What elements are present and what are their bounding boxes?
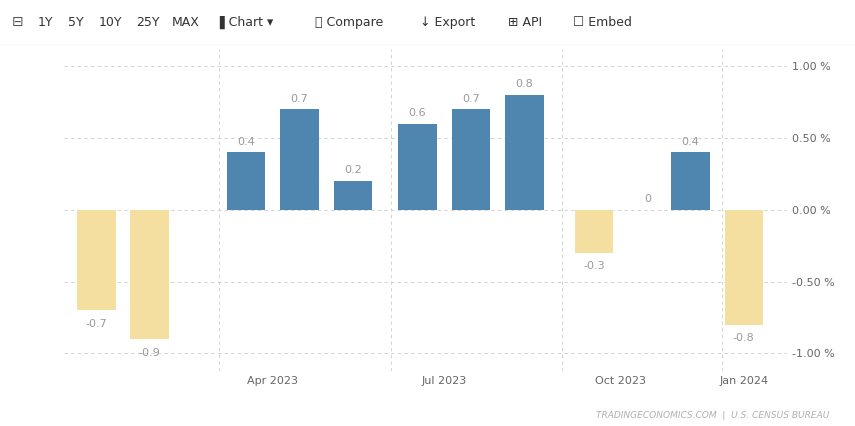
Text: ↓ Export: ↓ Export bbox=[420, 16, 475, 29]
Text: 0.4: 0.4 bbox=[237, 137, 255, 147]
Text: 25Y: 25Y bbox=[136, 16, 160, 29]
Bar bbox=[505, 95, 544, 210]
Text: -0.3: -0.3 bbox=[583, 262, 604, 271]
Text: 0: 0 bbox=[644, 194, 651, 204]
Bar bbox=[131, 210, 169, 339]
Text: 0.8: 0.8 bbox=[516, 79, 534, 89]
Text: ⊞ API: ⊞ API bbox=[508, 16, 542, 29]
Text: 1Y: 1Y bbox=[38, 16, 54, 29]
Text: 10Y: 10Y bbox=[99, 16, 122, 29]
Bar bbox=[451, 109, 490, 210]
Bar bbox=[77, 210, 115, 310]
Text: TRADINGECONOMICS.COM  |  U.S. CENSUS BUREAU: TRADINGECONOMICS.COM | U.S. CENSUS BUREA… bbox=[596, 411, 829, 420]
Text: ▐ Chart ▾: ▐ Chart ▾ bbox=[215, 16, 274, 29]
Bar bbox=[227, 153, 265, 210]
Bar bbox=[280, 109, 319, 210]
Bar bbox=[333, 181, 373, 210]
Bar bbox=[724, 210, 763, 325]
Text: 0.7: 0.7 bbox=[462, 94, 480, 104]
Text: -0.8: -0.8 bbox=[733, 333, 755, 343]
Text: ☐ Embed: ☐ Embed bbox=[573, 16, 632, 29]
Text: 0.2: 0.2 bbox=[345, 165, 362, 176]
Text: MAX: MAX bbox=[172, 16, 200, 29]
Text: -0.9: -0.9 bbox=[139, 348, 161, 358]
Text: ⤫ Compare: ⤫ Compare bbox=[315, 16, 383, 29]
Text: ⊟: ⊟ bbox=[12, 15, 24, 29]
Text: 0.7: 0.7 bbox=[291, 94, 309, 104]
Bar bbox=[575, 210, 613, 253]
Bar bbox=[398, 124, 437, 210]
Bar bbox=[671, 153, 710, 210]
Text: 5Y: 5Y bbox=[68, 16, 84, 29]
Text: 0.6: 0.6 bbox=[409, 108, 426, 118]
Text: -0.7: -0.7 bbox=[86, 319, 107, 329]
Text: 0.4: 0.4 bbox=[681, 137, 699, 147]
